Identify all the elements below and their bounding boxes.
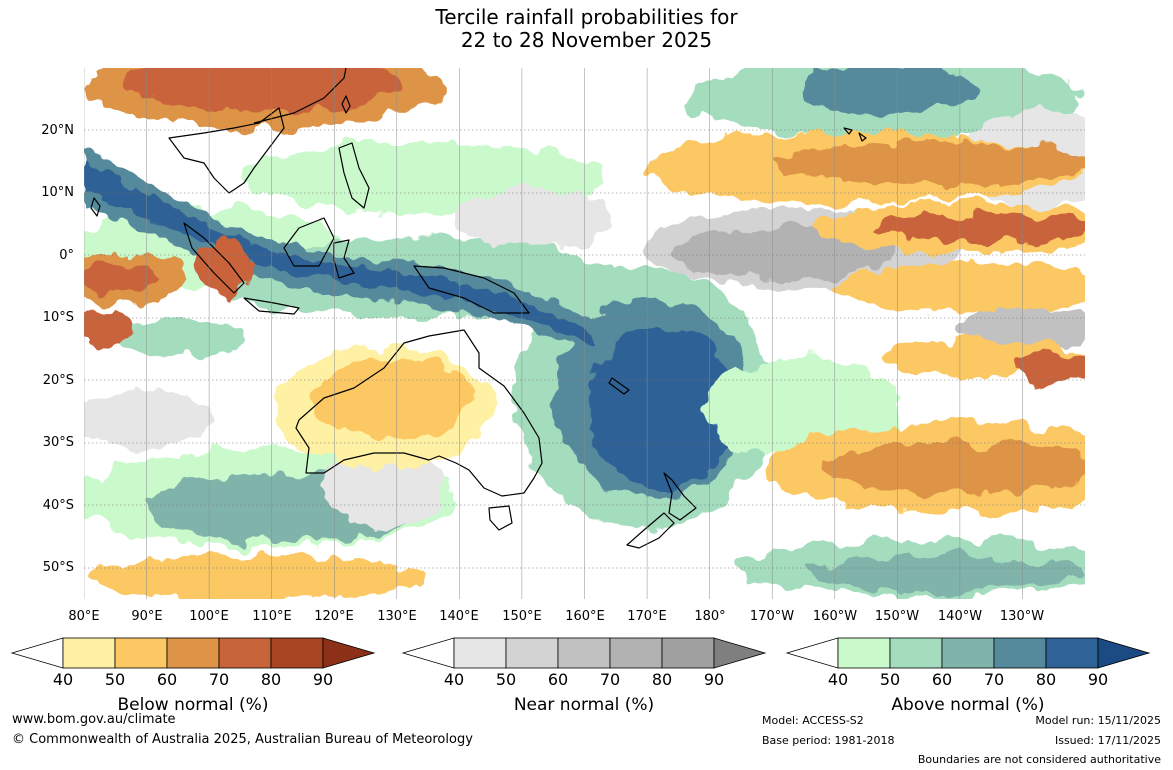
near-normal-legend-title: Near normal (%) (513, 695, 655, 715)
indochina-coastline (168, 107, 285, 194)
above-normal-under-triangle (785, 637, 839, 669)
lat-label-50s: 50°S (42, 560, 74, 575)
coastlines (90, 68, 867, 549)
lon-label-170w: 170°W (749, 609, 795, 624)
copyright-notice: © Commonwealth of Australia 2025, Austra… (12, 732, 473, 747)
above-normal-tick-40: 40 (827, 670, 849, 689)
lon-label-140w: 140°W (937, 609, 983, 624)
below-normal-tick-40: 40 (52, 670, 74, 689)
below-normal-over-triangle (322, 637, 376, 669)
lat-label-20s: 20°S (42, 373, 74, 388)
above-normal-legend-title: Above normal (%) (891, 695, 1045, 715)
below-normal-colorbar (10, 637, 378, 675)
near-normal-swatch-80 (661, 637, 715, 669)
china-coastline (253, 68, 347, 124)
near-normal-swatch-40 (453, 637, 507, 669)
new-caledonia-coastline (608, 377, 630, 395)
boundaries-disclaimer: Boundaries are not considered authoritat… (917, 753, 1161, 766)
lon-label-130w: 130°W (999, 609, 1045, 624)
base-period: Base period: 1981-2018 (762, 734, 895, 747)
above-normal-colorbar (785, 637, 1153, 675)
lat-label-10s: 10°S (42, 310, 74, 325)
below-normal-tick-50: 50 (104, 670, 126, 689)
below-normal-swatch-80 (270, 637, 324, 669)
issued-date: Issued: 17/11/2025 (1054, 734, 1161, 747)
lon-label-100e: 100°E (189, 609, 229, 624)
lat-label-20n: 20°N (41, 123, 74, 138)
above-normal-tick-60: 60 (931, 670, 953, 689)
hawaii-coastline (843, 127, 867, 142)
lon-label-150w: 150°W (874, 609, 920, 624)
below-normal-under-triangle (10, 637, 64, 669)
map-title-line-2: 22 to 28 November 2025 (460, 28, 713, 52)
lon-label-150e: 150°E (502, 609, 542, 624)
near-normal-tick-60: 60 (547, 670, 569, 689)
meridians (84, 68, 1023, 599)
above-normal-tick-80: 80 (1035, 670, 1057, 689)
lon-label-160w: 160°W (812, 609, 858, 624)
lon-label-120e: 120°E (314, 609, 354, 624)
below-normal-swatch-50 (114, 637, 168, 669)
near-normal-under-triangle (401, 637, 455, 669)
new-zealand-south-coastline (626, 512, 675, 549)
above-normal-swatch-70 (993, 637, 1047, 669)
philippines-coastline (338, 142, 370, 209)
lon-label-160e: 160°E (565, 609, 605, 624)
below-normal-regions (84, 68, 1085, 599)
model-run-date: Model run: 15/11/2025 (1035, 714, 1161, 727)
below-normal-tick-90: 90 (312, 670, 334, 689)
near-normal-colorbar (401, 637, 769, 675)
near-normal-over-triangle (713, 637, 767, 669)
tasmania-coastline (488, 505, 513, 531)
lon-label-80e: 80°E (68, 609, 100, 624)
model-name: Model: ACCESS-S2 (762, 714, 864, 727)
lat-label-40s: 40°S (42, 498, 74, 513)
below-normal-swatch-60 (166, 637, 220, 669)
australia-coastline (295, 329, 543, 497)
lon-label-110e: 110°E (252, 609, 292, 624)
sulawesi-coastline (333, 239, 355, 279)
above-normal-tick-50: 50 (879, 670, 901, 689)
sri-lanka-coastline (90, 197, 101, 217)
above-normal-swatch-60 (941, 637, 995, 669)
below-normal-tick-60: 60 (156, 670, 178, 689)
probability-map (84, 68, 1085, 599)
lon-label-130e: 130°E (377, 609, 417, 624)
java-coastline (243, 297, 300, 315)
lat-label-equator: 0° (59, 248, 74, 263)
new-guinea-coastline (413, 265, 530, 314)
above-normal-over-triangle (1097, 637, 1151, 669)
near-normal-tick-40: 40 (443, 670, 465, 689)
near-normal-swatch-70 (609, 637, 663, 669)
map-title-line-1: Tercile rainfall probabilities for (435, 5, 738, 29)
lat-label-10n: 10°N (41, 185, 74, 200)
lon-label-140e: 140°E (439, 609, 479, 624)
taiwan-coastline (341, 95, 351, 114)
below-normal-tick-80: 80 (260, 670, 282, 689)
warm-pool-above-normal-band (84, 148, 604, 358)
above-normal-tick-90: 90 (1087, 670, 1109, 689)
above-normal-tick-70: 70 (983, 670, 1005, 689)
above-normal-swatch-80 (1045, 637, 1099, 669)
near-normal-swatch-50 (505, 637, 559, 669)
new-zealand-north-coastline (663, 472, 697, 521)
near-normal-swatch-60 (557, 637, 611, 669)
above-normal-swatch-50 (889, 637, 943, 669)
near-normal-tick-80: 80 (651, 670, 673, 689)
sumatra-coastline (183, 222, 245, 294)
lat-label-30s: 30°S (42, 435, 74, 450)
lon-label-170e: 170°E (627, 609, 667, 624)
near-normal-tick-90: 90 (703, 670, 725, 689)
below-normal-swatch-70 (218, 637, 272, 669)
lon-label-180: 180° (694, 609, 726, 624)
website-link[interactable]: www.bom.gov.au/climate (12, 712, 176, 727)
above-normal-swatch-40 (837, 637, 891, 669)
near-normal-tick-70: 70 (599, 670, 621, 689)
borneo-coastline (283, 217, 335, 267)
below-normal-tick-70: 70 (208, 670, 230, 689)
lon-label-90e: 90°E (131, 609, 163, 624)
below-normal-legend-title: Below normal (%) (117, 695, 269, 715)
near-normal-tick-50: 50 (495, 670, 517, 689)
below-normal-swatch-40 (62, 637, 116, 669)
